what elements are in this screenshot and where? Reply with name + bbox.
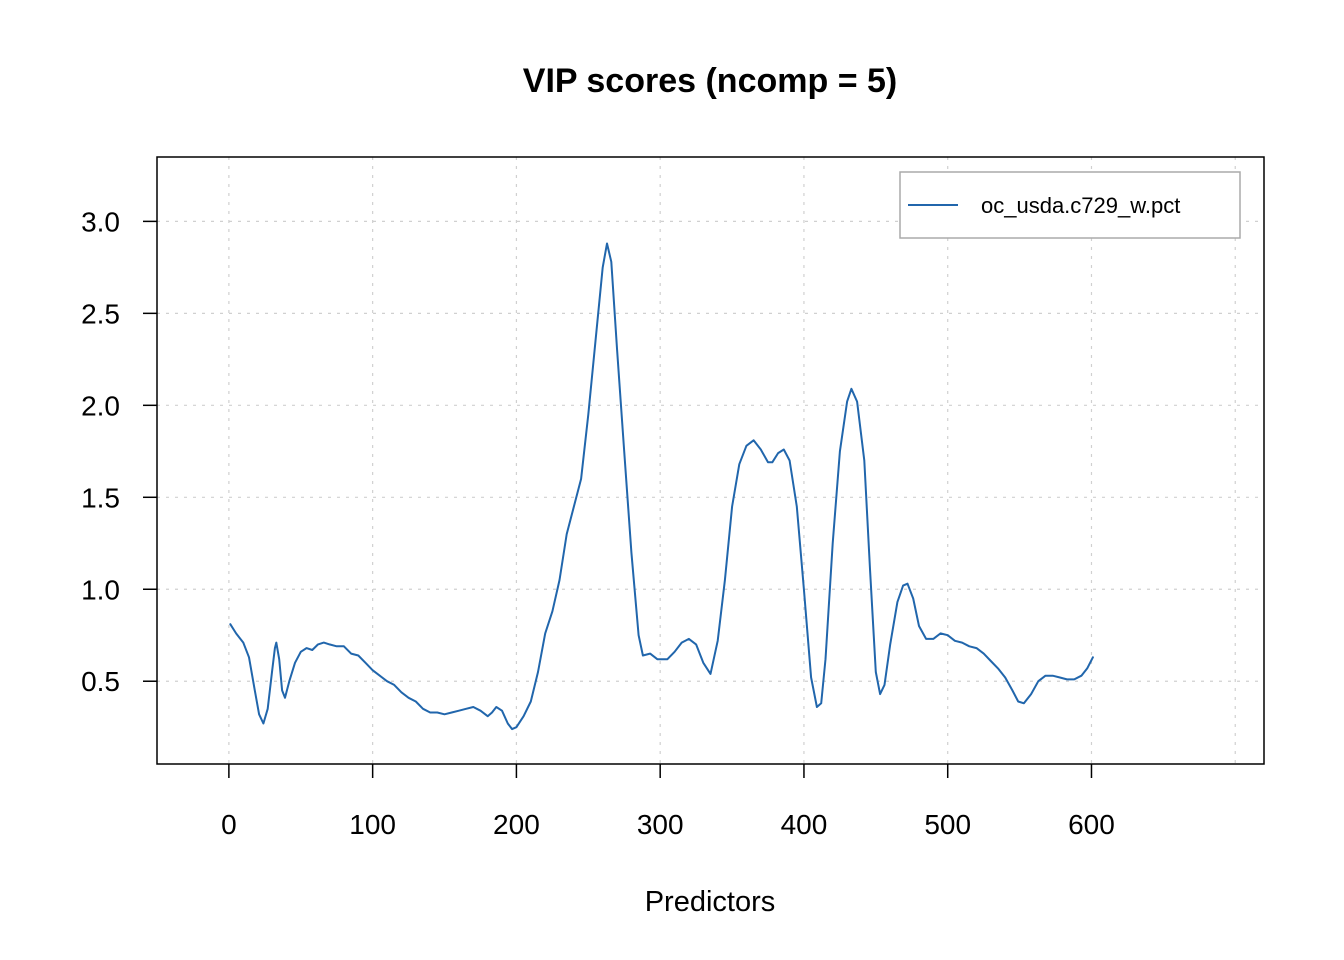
- gridlines: [157, 157, 1264, 764]
- y-tick-labels: 0.5 1.0 1.5 2.0 2.5 3.0: [81, 206, 120, 697]
- x-axis-label: Predictors: [645, 886, 776, 918]
- legend-series-label: oc_usda.c729_w.pct: [981, 193, 1180, 218]
- y-tick-label: 0.5: [81, 666, 120, 697]
- y-tick-label: 2.0: [81, 390, 120, 421]
- y-tick-label: 1.0: [81, 574, 120, 605]
- y-tick-label: 2.5: [81, 298, 120, 329]
- x-tick-label: 100: [349, 809, 396, 840]
- legend: oc_usda.c729_w.pct: [899, 171, 1241, 239]
- x-tick-label: 600: [1068, 809, 1115, 840]
- series-layer: [229, 242, 1094, 731]
- y-tick-label: 1.5: [81, 482, 120, 513]
- x-tick-label: 500: [924, 809, 971, 840]
- chart-title: VIP scores (ncomp = 5): [523, 62, 897, 100]
- x-tick-label: 300: [637, 809, 684, 840]
- x-tick-label: 200: [493, 809, 540, 840]
- series-line: [229, 242, 1094, 731]
- x-tick-label: 400: [781, 809, 828, 840]
- x-tick-label: 0: [221, 809, 237, 840]
- y-tick-label: 3.0: [81, 206, 120, 237]
- plot-frame: [156, 156, 1265, 765]
- axis-ticks: [143, 220, 1093, 778]
- x-tick-labels: 0 100 200 300 400 500 600: [221, 809, 1115, 840]
